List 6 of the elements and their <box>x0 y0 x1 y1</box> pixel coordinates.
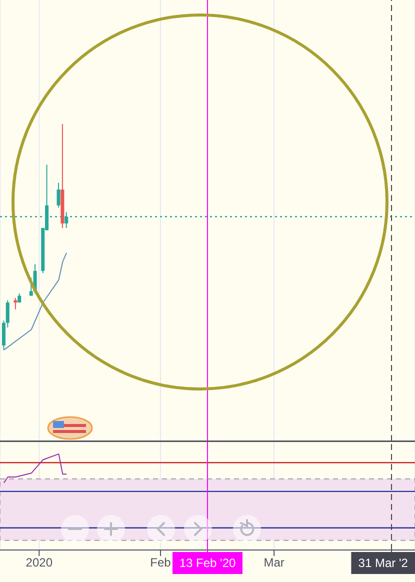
x-tick-label: Mar <box>264 556 284 570</box>
x-tick-label: Feb <box>150 556 172 570</box>
ref-line-label: 13 Feb '20 <box>179 556 236 570</box>
ref-line-label: 31 Mar '2 <box>358 556 408 570</box>
x-tick-label: 2020 <box>26 556 53 570</box>
candlestick <box>56 182 60 208</box>
